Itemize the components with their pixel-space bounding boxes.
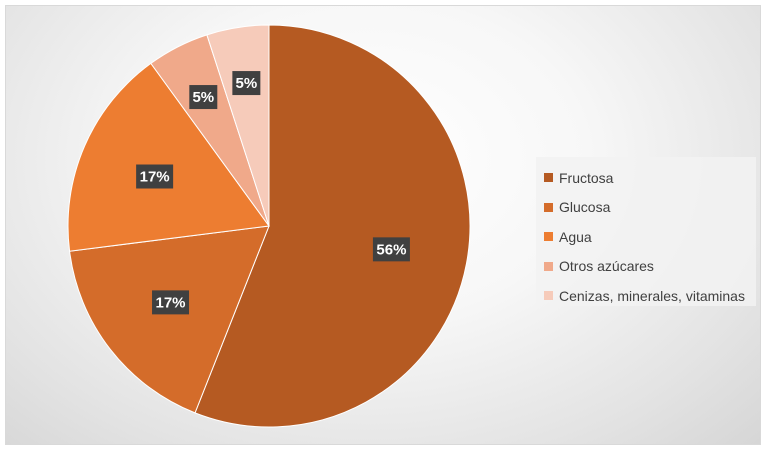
legend-item: Otros azúcares bbox=[544, 252, 756, 282]
legend-label: Agua bbox=[559, 228, 592, 245]
data-labels: 56% 17% 17% 5% 5% bbox=[136, 71, 410, 315]
legend: Fructosa Glucosa Agua Otros azúcares Cenizas… bbox=[536, 157, 756, 306]
data-label-text: 17% bbox=[140, 169, 170, 186]
data-label-4: 5% bbox=[232, 71, 261, 96]
data-label-0: 56% bbox=[372, 237, 410, 262]
legend-swatch bbox=[544, 173, 553, 183]
legend-swatch bbox=[544, 261, 553, 271]
pie-slices bbox=[67, 24, 471, 428]
pie-slice-2 bbox=[67, 62, 270, 252]
pie-slice-1 bbox=[69, 225, 270, 414]
data-label-text: 56% bbox=[376, 241, 406, 258]
data-label-box bbox=[189, 85, 218, 110]
legend-label: Glucosa bbox=[559, 199, 611, 216]
pie-chart: 56% 17% 17% 5% 5% bbox=[67, 24, 471, 428]
data-label-text: 5% bbox=[192, 89, 214, 106]
pie-slice-0 bbox=[194, 24, 471, 428]
data-label-1: 17% bbox=[152, 290, 190, 315]
chart-area: 56% 17% 17% 5% 5% Fructosa Glucosa Agua Otros a… bbox=[5, 5, 761, 445]
legend-item: Agua bbox=[544, 222, 756, 252]
legend-item: Glucosa bbox=[544, 193, 756, 223]
data-label-text: 17% bbox=[156, 294, 186, 311]
legend-swatch bbox=[544, 232, 553, 242]
legend-swatch bbox=[544, 202, 553, 212]
legend-item: Fructosa bbox=[544, 163, 756, 193]
data-label-3: 5% bbox=[189, 85, 218, 110]
data-label-text: 5% bbox=[236, 75, 258, 92]
data-label-2: 17% bbox=[136, 164, 174, 189]
legend-label: Fructosa bbox=[559, 169, 614, 186]
data-label-box bbox=[136, 164, 174, 189]
legend-swatch bbox=[544, 291, 553, 301]
data-label-box bbox=[232, 71, 261, 96]
legend-label: Cenizas, minerales, vitaminas bbox=[559, 287, 745, 304]
data-label-box bbox=[152, 290, 190, 315]
data-label-box bbox=[372, 237, 410, 262]
legend-label: Otros azúcares bbox=[559, 258, 654, 275]
legend-item: Cenizas, minerales, vitaminas bbox=[544, 281, 756, 311]
